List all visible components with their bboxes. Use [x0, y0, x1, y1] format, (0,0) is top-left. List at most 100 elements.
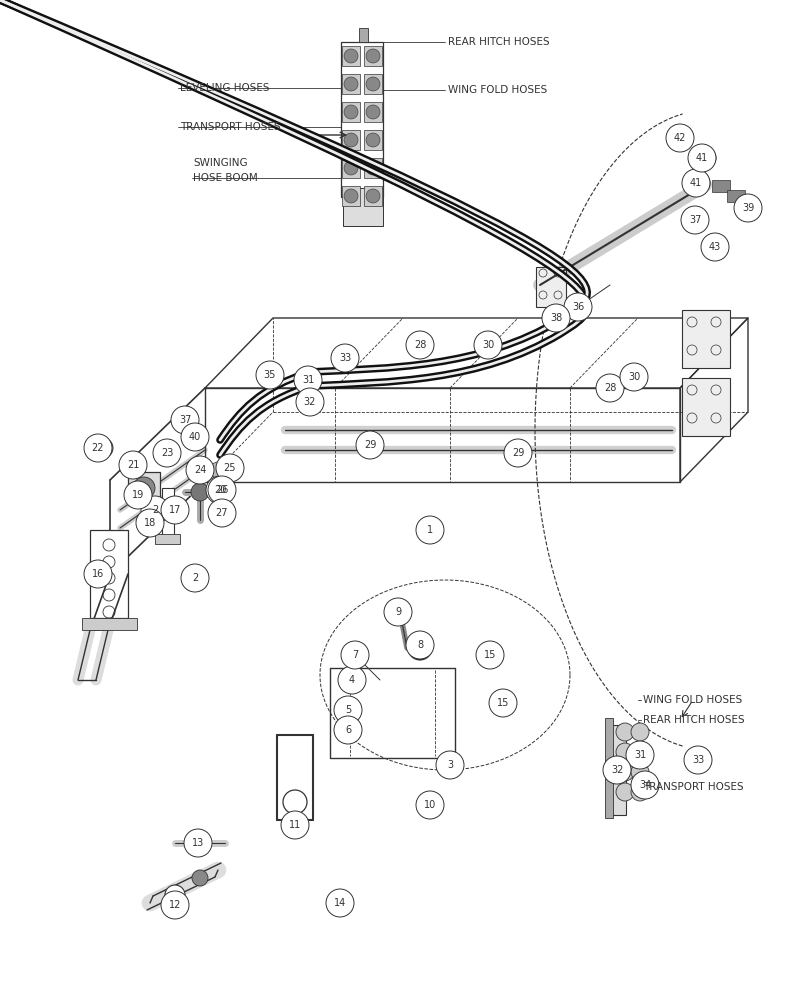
Text: LEVELING HOSES: LEVELING HOSES	[180, 83, 270, 93]
Bar	[342, 130, 360, 150]
Text: 29: 29	[364, 440, 377, 450]
Text: 36: 36	[572, 302, 584, 312]
Circle shape	[416, 791, 444, 819]
Text: 26: 26	[216, 485, 228, 495]
Circle shape	[696, 148, 716, 168]
Bar	[82, 618, 137, 630]
Text: 8: 8	[417, 640, 423, 650]
Circle shape	[342, 724, 354, 736]
Circle shape	[631, 763, 649, 781]
Circle shape	[153, 439, 181, 467]
Bar	[342, 158, 360, 178]
Bar	[341, 42, 383, 197]
Text: 38: 38	[550, 313, 562, 323]
Text: 19: 19	[132, 490, 144, 500]
Bar	[162, 488, 174, 540]
Circle shape	[564, 293, 592, 321]
Text: 10: 10	[424, 800, 436, 810]
Circle shape	[344, 49, 358, 63]
Text: 33: 33	[692, 755, 704, 765]
Text: 41: 41	[696, 153, 708, 163]
Circle shape	[206, 476, 234, 504]
Bar	[128, 472, 160, 504]
Circle shape	[406, 631, 434, 659]
Circle shape	[616, 763, 634, 781]
Text: 27: 27	[216, 508, 228, 518]
Circle shape	[208, 476, 236, 504]
Circle shape	[631, 743, 649, 761]
Circle shape	[356, 431, 384, 459]
Circle shape	[186, 456, 214, 484]
Bar	[140, 518, 158, 528]
Text: 11: 11	[289, 820, 301, 830]
Text: 33: 33	[339, 353, 351, 363]
Bar	[364, 102, 382, 122]
Circle shape	[165, 885, 185, 905]
Text: 21: 21	[127, 460, 139, 470]
Text: 4: 4	[349, 675, 355, 685]
Circle shape	[161, 496, 189, 524]
Text: TRANSPORT HOSES: TRANSPORT HOSES	[180, 122, 280, 132]
Circle shape	[596, 374, 624, 402]
Circle shape	[326, 889, 354, 917]
Circle shape	[688, 144, 716, 172]
Circle shape	[334, 696, 362, 724]
Text: 5: 5	[345, 705, 351, 715]
Bar	[712, 180, 730, 192]
Circle shape	[690, 173, 710, 193]
Text: 25: 25	[224, 463, 236, 473]
Circle shape	[133, 477, 155, 499]
Circle shape	[603, 756, 631, 784]
Circle shape	[474, 331, 502, 359]
Circle shape	[408, 636, 432, 660]
Circle shape	[171, 406, 199, 434]
Circle shape	[181, 423, 209, 451]
Text: 14: 14	[334, 898, 346, 908]
Circle shape	[214, 504, 230, 520]
Circle shape	[406, 331, 434, 359]
Circle shape	[338, 666, 366, 694]
Circle shape	[668, 126, 692, 150]
Circle shape	[141, 496, 169, 524]
Text: 20: 20	[214, 485, 226, 495]
Text: 18: 18	[144, 518, 156, 528]
Bar	[364, 130, 382, 150]
Bar	[364, 186, 382, 206]
Circle shape	[684, 746, 712, 774]
Bar	[359, 28, 368, 42]
Bar	[90, 530, 128, 618]
Circle shape	[342, 670, 358, 686]
Text: WING FOLD HOSES: WING FOLD HOSES	[448, 85, 547, 95]
Circle shape	[344, 189, 358, 203]
Bar	[364, 158, 382, 178]
Circle shape	[734, 194, 762, 222]
Circle shape	[682, 169, 710, 197]
Circle shape	[631, 723, 649, 741]
Text: REAR HITCH HOSES: REAR HITCH HOSES	[448, 37, 549, 47]
Text: 30: 30	[628, 372, 640, 382]
Circle shape	[161, 891, 189, 919]
Text: 15: 15	[484, 650, 496, 660]
Circle shape	[296, 388, 324, 416]
Circle shape	[208, 499, 236, 527]
Circle shape	[93, 438, 113, 458]
Text: 3: 3	[447, 760, 453, 770]
Circle shape	[119, 451, 147, 479]
Text: 28: 28	[414, 340, 426, 350]
Circle shape	[344, 161, 358, 175]
Circle shape	[136, 509, 164, 537]
Circle shape	[341, 641, 369, 669]
Circle shape	[366, 77, 380, 91]
Circle shape	[294, 366, 322, 394]
Bar	[727, 190, 745, 202]
Text: 9: 9	[395, 607, 401, 617]
Circle shape	[124, 481, 152, 509]
Bar	[364, 74, 382, 94]
Bar	[192, 465, 210, 475]
Bar	[364, 46, 382, 66]
Circle shape	[626, 741, 654, 769]
Bar	[343, 188, 383, 226]
Circle shape	[631, 783, 649, 801]
Text: 32: 32	[304, 397, 316, 407]
Bar	[682, 378, 730, 436]
